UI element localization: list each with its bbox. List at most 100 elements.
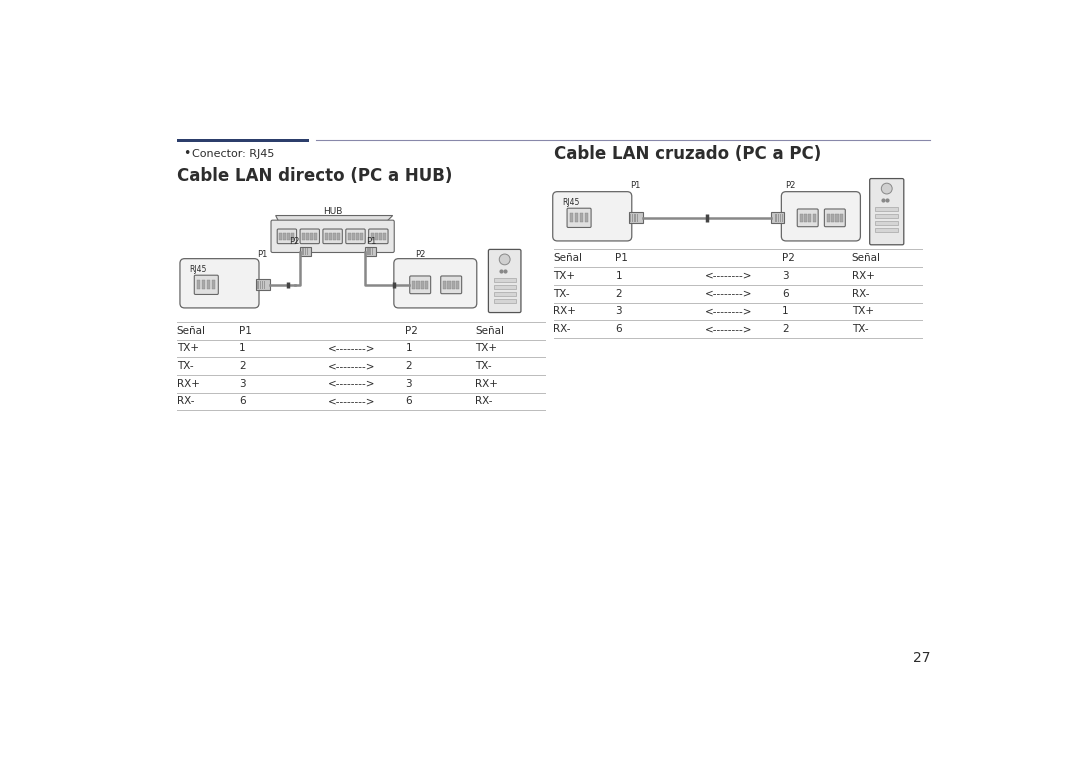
Polygon shape (275, 215, 393, 222)
Bar (280, 233, 282, 240)
Bar (634, 214, 635, 222)
Circle shape (499, 254, 510, 265)
Bar (631, 214, 632, 222)
Text: 2: 2 (616, 288, 622, 298)
FancyBboxPatch shape (346, 229, 365, 243)
Bar (443, 281, 446, 289)
Bar (875, 214, 899, 218)
Bar (636, 214, 637, 222)
Text: 1: 1 (239, 343, 245, 353)
Text: TX-: TX- (554, 288, 570, 298)
FancyBboxPatch shape (368, 229, 388, 243)
FancyBboxPatch shape (394, 259, 476, 308)
Text: 2: 2 (782, 324, 788, 334)
FancyBboxPatch shape (271, 221, 394, 253)
FancyBboxPatch shape (553, 192, 632, 241)
FancyBboxPatch shape (869, 179, 904, 245)
Text: RX+: RX+ (554, 307, 577, 317)
Text: P1: P1 (631, 181, 640, 190)
Text: RX+: RX+ (475, 378, 498, 389)
Text: <-------->: <--------> (328, 361, 376, 371)
Polygon shape (629, 212, 643, 224)
Bar (782, 214, 783, 222)
Bar (261, 281, 262, 289)
Bar (283, 233, 286, 240)
Bar (827, 214, 829, 222)
Text: <-------->: <--------> (704, 324, 752, 334)
Text: RJ45: RJ45 (189, 265, 206, 274)
Text: TX-: TX- (177, 361, 193, 371)
Text: TX-: TX- (475, 361, 491, 371)
FancyBboxPatch shape (300, 229, 320, 243)
Text: <-------->: <--------> (704, 271, 752, 281)
Text: •: • (183, 147, 190, 160)
Bar (259, 281, 260, 289)
Bar (580, 213, 583, 223)
Text: 3: 3 (239, 378, 245, 389)
Text: P1: P1 (366, 237, 377, 246)
Bar (207, 280, 211, 289)
Bar (379, 233, 382, 240)
Bar (367, 248, 368, 255)
Bar (348, 233, 351, 240)
FancyBboxPatch shape (824, 209, 846, 227)
Bar (202, 280, 205, 289)
Bar (413, 281, 415, 289)
FancyBboxPatch shape (781, 192, 861, 241)
Text: HUB: HUB (323, 207, 342, 215)
Polygon shape (300, 247, 311, 256)
Bar (198, 280, 201, 289)
Text: Conector: RJ45: Conector: RJ45 (192, 149, 274, 159)
Bar (302, 233, 306, 240)
Text: Señal: Señal (554, 253, 582, 263)
Text: 6: 6 (782, 288, 788, 298)
Circle shape (881, 183, 892, 194)
Bar (447, 281, 450, 289)
Text: 1: 1 (616, 271, 622, 281)
FancyBboxPatch shape (194, 275, 218, 295)
Text: P2: P2 (288, 237, 299, 246)
Text: 6: 6 (405, 397, 413, 407)
Bar (575, 213, 578, 223)
Text: TX+: TX+ (177, 343, 199, 353)
Text: RX+: RX+ (177, 378, 200, 389)
Text: 2: 2 (405, 361, 413, 371)
Bar (875, 228, 899, 232)
Text: P2: P2 (405, 326, 418, 336)
Bar (310, 233, 313, 240)
Bar (570, 213, 573, 223)
Bar (421, 281, 424, 289)
Bar (329, 233, 333, 240)
Bar (840, 214, 842, 222)
Bar (494, 278, 515, 282)
Text: Señal: Señal (852, 253, 881, 263)
Bar (314, 233, 318, 240)
Text: Cable LAN directo (PC a HUB): Cable LAN directo (PC a HUB) (177, 167, 453, 185)
Text: RX-: RX- (177, 397, 194, 407)
Bar (264, 281, 265, 289)
Bar (832, 214, 834, 222)
Text: <-------->: <--------> (704, 288, 752, 298)
Text: 2: 2 (239, 361, 245, 371)
Text: P2: P2 (785, 181, 795, 190)
Text: <-------->: <--------> (328, 397, 376, 407)
Bar (303, 248, 305, 255)
Bar (494, 291, 515, 295)
Text: RX-: RX- (852, 288, 869, 298)
Bar (360, 233, 363, 240)
Text: 27: 27 (913, 651, 930, 665)
Bar (375, 233, 378, 240)
Bar (372, 248, 373, 255)
Text: Cable LAN cruzado (PC a PC): Cable LAN cruzado (PC a PC) (554, 146, 821, 163)
Bar (451, 281, 455, 289)
Text: 3: 3 (782, 271, 788, 281)
Bar (370, 248, 372, 255)
FancyBboxPatch shape (488, 250, 521, 313)
Bar (812, 214, 815, 222)
Text: TX+: TX+ (475, 343, 497, 353)
Bar (456, 281, 459, 289)
Bar (778, 214, 779, 222)
Bar (352, 233, 355, 240)
Bar (417, 281, 420, 289)
Text: <-------->: <--------> (328, 378, 376, 389)
